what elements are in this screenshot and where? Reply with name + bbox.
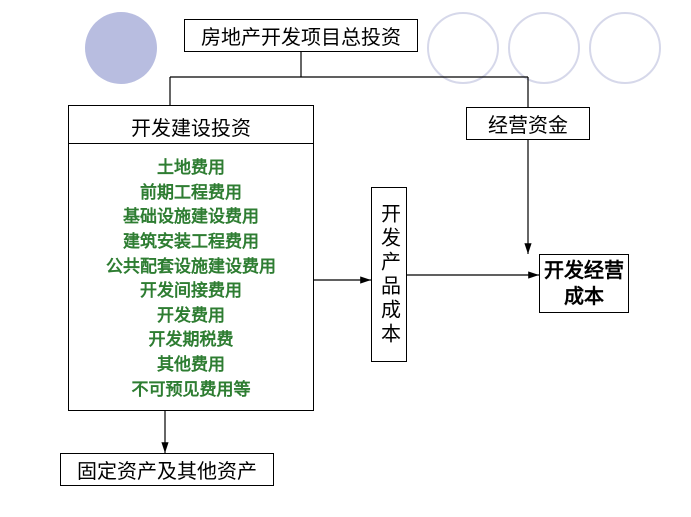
dev-item: 公共配套设施建设费用 (77, 255, 305, 280)
node-opcost-label: 开发经营成本 (540, 258, 628, 310)
node-fund-label: 经营资金 (488, 109, 568, 138)
dev-item: 基础设施建设费用 (77, 205, 305, 230)
node-cost-label: 开发产品成本 (375, 203, 404, 347)
node-fund: 经营资金 (466, 107, 590, 140)
bg-circle-2 (427, 12, 499, 84)
node-fixed: 固定资产及其他资产 (60, 453, 274, 486)
dev-item: 前期工程费用 (77, 181, 305, 206)
node-dev-items: 土地费用 前期工程费用 基础设施建设费用 建筑安装工程费用 公共配套设施建设费用… (69, 144, 313, 412)
node-opcost: 开发经营成本 (539, 254, 629, 313)
node-dev-header: 开发建设投资 (69, 106, 313, 144)
dev-item: 不可预见费用等 (77, 378, 305, 403)
dev-item: 土地费用 (77, 156, 305, 181)
dev-item: 开发费用 (77, 304, 305, 329)
dev-item: 其他费用 (77, 353, 305, 378)
node-cost: 开发产品成本 (371, 187, 407, 362)
node-dev: 开发建设投资 土地费用 前期工程费用 基础设施建设费用 建筑安装工程费用 公共配… (68, 105, 314, 411)
dev-item: 建筑安装工程费用 (77, 230, 305, 255)
dev-item: 开发期税费 (77, 328, 305, 353)
node-fixed-label: 固定资产及其他资产 (77, 455, 257, 484)
bg-circle-3 (508, 12, 580, 84)
bg-circle-1 (85, 12, 157, 84)
bg-circle-4 (589, 12, 661, 84)
node-root-label: 房地产开发项目总投资 (201, 21, 401, 50)
dev-item: 开发间接费用 (77, 279, 305, 304)
node-root: 房地产开发项目总投资 (184, 19, 418, 52)
